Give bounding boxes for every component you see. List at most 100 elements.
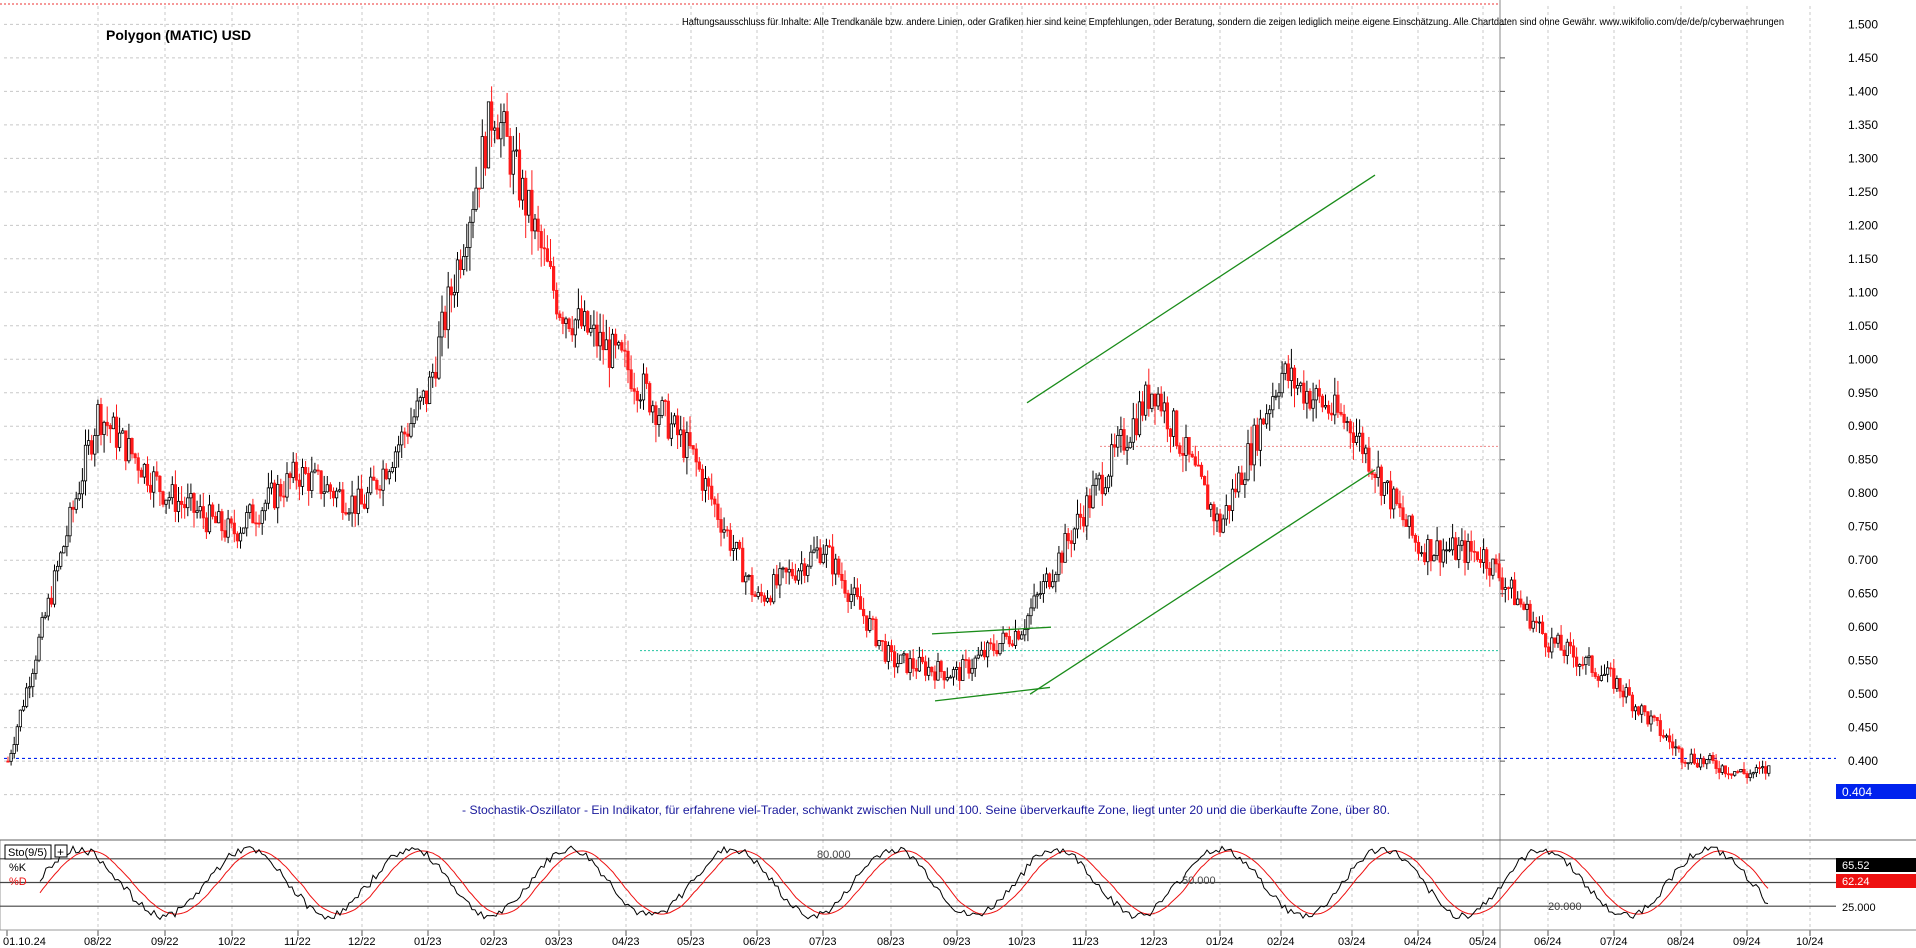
candle-body <box>443 311 447 331</box>
candle <box>356 475 360 526</box>
candle <box>1699 753 1703 771</box>
candle-body <box>1230 488 1235 511</box>
candle-body <box>1705 759 1709 765</box>
candle-body <box>6 760 10 763</box>
candle-body <box>707 478 711 487</box>
y-tick-label: 1.050 <box>1848 319 1878 333</box>
candle <box>1131 402 1135 451</box>
candle-body <box>319 470 323 494</box>
candle <box>1587 647 1591 666</box>
candle <box>1255 417 1259 456</box>
candle-body <box>393 451 398 468</box>
candle <box>831 534 835 587</box>
candle-body <box>49 597 54 605</box>
candle <box>710 473 714 506</box>
x-tick-label: 06/24 <box>1534 936 1562 948</box>
candle <box>1767 765 1771 777</box>
candle <box>930 666 934 677</box>
candle-body <box>1029 607 1033 617</box>
candle <box>214 511 218 524</box>
candle <box>889 639 894 662</box>
candle <box>1562 645 1566 664</box>
candle-body <box>1199 464 1204 477</box>
candle-body <box>1506 587 1510 589</box>
candle-body <box>1748 773 1752 779</box>
candle <box>220 508 224 541</box>
candle <box>784 567 788 585</box>
candle-body <box>1516 598 1520 606</box>
candle <box>967 657 971 679</box>
candle <box>663 399 667 417</box>
candle <box>1020 631 1024 640</box>
candle-body <box>908 658 912 673</box>
candle <box>1289 348 1293 397</box>
candle <box>158 475 162 506</box>
candle <box>1643 704 1647 717</box>
candle-body <box>1599 675 1603 681</box>
candle <box>1736 769 1740 774</box>
candle-body <box>809 551 813 567</box>
candle <box>1240 465 1244 485</box>
candle-body <box>437 336 441 379</box>
candle-body <box>812 549 816 553</box>
candle-body <box>493 127 497 131</box>
candle <box>9 749 13 766</box>
candle <box>1488 561 1492 587</box>
candle <box>719 507 723 547</box>
candle-body <box>1726 773 1731 776</box>
candle <box>1398 490 1402 518</box>
candle <box>648 381 652 416</box>
candle <box>1097 472 1101 491</box>
candle <box>189 483 193 511</box>
y-tick-label: 1.400 <box>1848 84 1878 98</box>
candle-body <box>1723 765 1727 775</box>
candle-body <box>917 656 922 672</box>
candle <box>1209 502 1213 518</box>
candle <box>1265 404 1269 429</box>
candle-body <box>183 504 187 509</box>
candle-body <box>1404 519 1408 527</box>
candle <box>772 568 776 605</box>
candle <box>1420 545 1424 557</box>
candle-body <box>1751 772 1755 775</box>
candle-body <box>1618 678 1622 692</box>
indicator-add-button[interactable] <box>54 844 68 858</box>
candle-body <box>759 592 763 597</box>
candle-body <box>719 519 723 533</box>
d-line <box>39 850 1769 915</box>
candle <box>1506 586 1510 601</box>
candle-body <box>176 500 181 512</box>
candle-body <box>762 595 767 602</box>
candle <box>477 187 481 208</box>
candle-body <box>331 490 336 499</box>
candle <box>1540 615 1545 635</box>
candle <box>1522 601 1526 611</box>
candle <box>1218 508 1222 537</box>
candle <box>328 482 333 500</box>
y-tick-label: 1.300 <box>1848 151 1878 165</box>
candle-body <box>1730 773 1734 776</box>
candle-body <box>930 666 934 673</box>
candle <box>1671 733 1675 756</box>
candle <box>1655 717 1659 727</box>
candle-body <box>214 515 218 524</box>
candle <box>734 541 739 561</box>
candle <box>579 295 584 329</box>
candle <box>43 611 47 620</box>
candle-body <box>24 687 29 707</box>
candle <box>1733 771 1737 777</box>
candle-body <box>936 661 940 681</box>
candle-body <box>865 615 869 631</box>
candle-body <box>1475 551 1479 560</box>
candle <box>1212 501 1216 536</box>
horizontal-levels <box>4 445 1836 760</box>
candle <box>12 736 16 759</box>
candle <box>756 586 760 600</box>
candle-body <box>1593 672 1597 677</box>
candle <box>474 166 478 212</box>
candle-body <box>1193 456 1197 466</box>
candle <box>852 577 856 607</box>
candle <box>1757 761 1762 775</box>
candle <box>1153 393 1157 425</box>
candle-body <box>1271 396 1275 411</box>
